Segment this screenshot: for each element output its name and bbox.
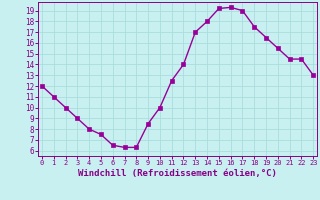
X-axis label: Windchill (Refroidissement éolien,°C): Windchill (Refroidissement éolien,°C) <box>78 169 277 178</box>
